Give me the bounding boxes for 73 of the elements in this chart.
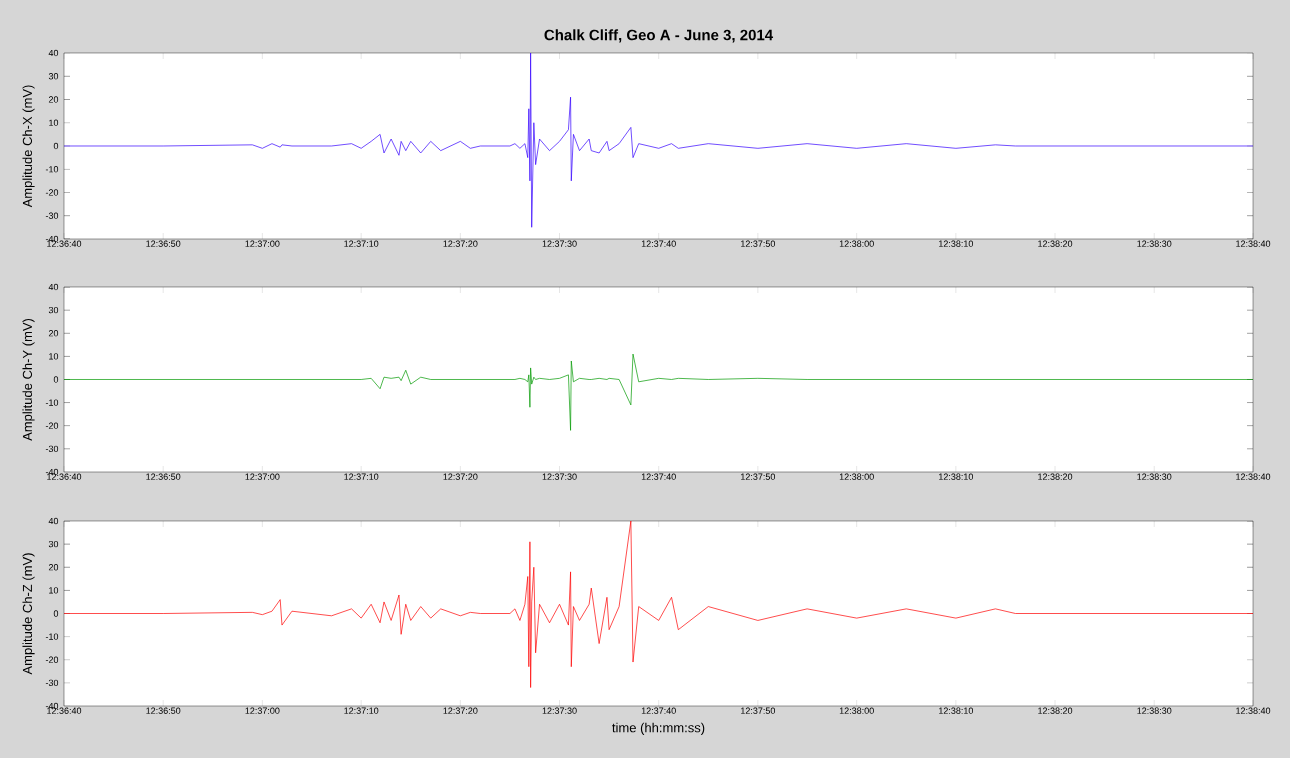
x-tick-label: 12:37:30	[542, 473, 577, 480]
x-tick-label: 12:36:50	[146, 707, 181, 714]
y-axis-title: Amplitude Ch-Y (mV)	[22, 318, 35, 441]
x-axis-title: time (hh:mm:ss)	[612, 722, 705, 735]
x-tick-label: 12:37:40	[641, 240, 676, 247]
y-tick-label: -30	[45, 212, 59, 219]
x-tick-label: 12:38:00	[839, 707, 874, 714]
y-tick-label: 40	[48, 49, 59, 57]
x-tick-label: 12:38:20	[1038, 240, 1073, 247]
x-tick-label: 12:37:10	[344, 473, 379, 480]
x-tick-label: 12:38:10	[939, 707, 974, 714]
y-tick-label: 30	[48, 73, 59, 80]
x-tick-label: 12:37:30	[542, 240, 577, 247]
x-tick-label: 12:38:20	[1038, 473, 1073, 480]
y-axis-title: Amplitude Ch-Z (mV)	[22, 553, 35, 675]
x-tick-label: 12:36:40	[47, 707, 82, 714]
x-tick-label: 12:36:40	[47, 473, 82, 480]
x-tick-label: 12:38:00	[839, 240, 874, 247]
y-tick-label: 20	[48, 96, 59, 103]
y-tick-label: 10	[49, 119, 59, 126]
x-tick-label: 12:37:00	[245, 707, 280, 714]
y-tick-label: -40	[45, 235, 59, 243]
y-tick-label: -10	[45, 633, 59, 640]
y-tick-label: 40	[48, 283, 59, 291]
x-tick-label: 12:38:40	[1236, 240, 1271, 247]
y-tick-label: -20	[45, 189, 59, 196]
y-tick-label: -40	[45, 468, 59, 476]
x-tick-label: 12:37:50	[741, 240, 776, 247]
y-tick-label: 30	[48, 540, 59, 548]
y-tick-label: 10	[49, 353, 59, 360]
y-tick-label: 0	[53, 142, 59, 150]
y-axis-title: Amplitude Ch-X (mV)	[22, 85, 35, 208]
x-tick-label: 12:37:10	[344, 707, 379, 714]
x-tick-label: 12:38:10	[939, 240, 974, 247]
x-tick-label: 12:37:50	[741, 473, 776, 480]
y-tick-label: -10	[45, 166, 59, 173]
x-tick-label: 12:38:30	[1137, 240, 1172, 247]
x-tick-label: 12:36:50	[146, 473, 181, 480]
y-tick-label: 30	[48, 306, 59, 314]
y-tick-label: -20	[45, 656, 59, 663]
y-tick-label: -20	[45, 422, 59, 429]
y-tick-label: 40	[48, 517, 59, 525]
y-tick-label: -10	[45, 399, 59, 406]
line-series	[64, 52, 1254, 228]
y-tick-label: -40	[45, 702, 59, 710]
x-tick-label: 12:38:00	[839, 473, 874, 480]
x-tick-label: 12:38:30	[1137, 473, 1172, 480]
x-tick-label: 12:37:20	[443, 240, 478, 247]
y-tick-label: -30	[45, 445, 59, 453]
x-tick-label: 12:37:30	[542, 707, 577, 714]
x-tick-label: 12:37:40	[641, 707, 676, 714]
x-tick-label: 12:38:30	[1137, 707, 1172, 714]
x-tick-label: 12:38:40	[1236, 707, 1271, 714]
line-series	[64, 521, 1254, 688]
y-tick-label: 20	[48, 564, 59, 571]
chart-title: Chalk Cliff, Geo A - June 3, 2014	[544, 29, 774, 43]
x-tick-label: 12:37:10	[344, 240, 379, 247]
y-tick-label: 0	[53, 376, 59, 383]
x-tick-label: 12:38:10	[939, 473, 974, 480]
y-tick-label: 0	[53, 610, 59, 617]
x-tick-label: 12:36:40	[47, 240, 82, 247]
y-tick-label: -30	[45, 679, 59, 687]
x-tick-label: 12:38:40	[1236, 473, 1271, 480]
x-tick-label: 12:37:00	[245, 240, 280, 247]
y-tick-label: 20	[48, 330, 59, 337]
x-tick-label: 12:37:20	[443, 473, 478, 480]
x-tick-label: 12:37:20	[443, 707, 478, 714]
x-tick-label: 12:38:20	[1038, 707, 1073, 714]
y-tick-label: 10	[49, 587, 59, 594]
x-tick-label: 12:36:50	[146, 240, 181, 247]
x-tick-label: 12:37:50	[741, 707, 776, 714]
x-tick-label: 12:37:00	[245, 473, 280, 480]
x-tick-label: 12:37:40	[641, 473, 676, 480]
